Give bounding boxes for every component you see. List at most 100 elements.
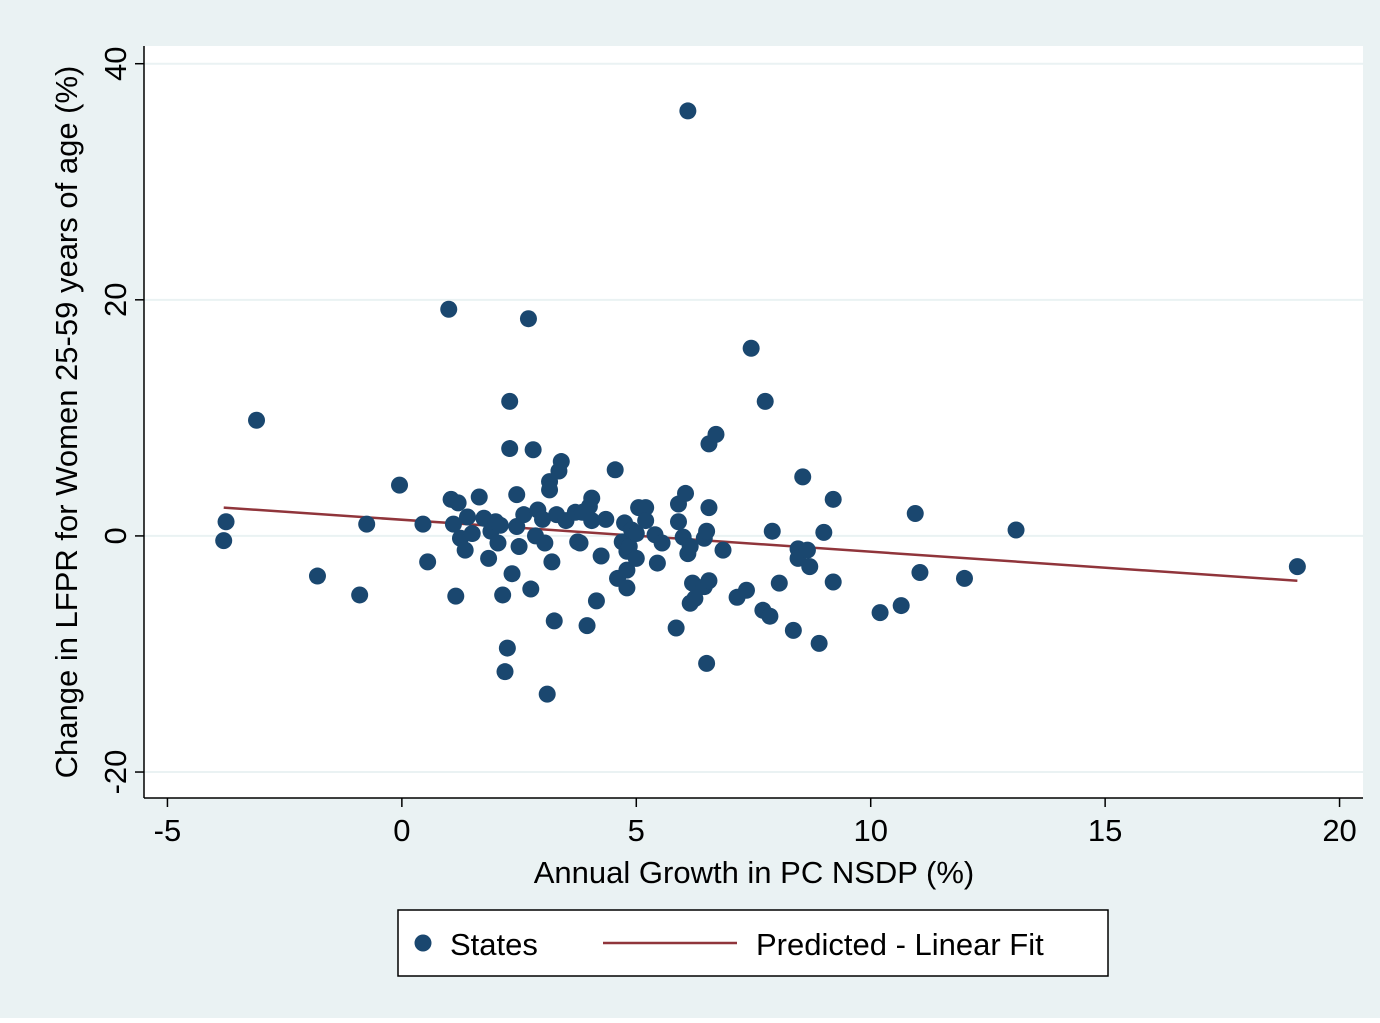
data-point-105 (763, 522, 781, 540)
x-axis-title: Annual Growth in PC NSDP (%) (534, 855, 974, 890)
y-tick-label-0: -20 (98, 750, 133, 795)
data-point-79 (667, 619, 685, 637)
data-point-115 (824, 490, 842, 508)
data-point-18 (470, 488, 488, 506)
data-point-42 (538, 685, 556, 703)
legend-label-states: States (450, 927, 538, 962)
data-point-57 (583, 512, 601, 530)
data-point-103 (756, 392, 774, 410)
data-point-100 (737, 581, 755, 599)
data-point-20 (480, 549, 498, 567)
y-tick-label-1: 0 (98, 527, 133, 544)
data-point-11 (449, 494, 467, 512)
data-point-23 (489, 534, 507, 552)
data-point-36 (522, 580, 540, 598)
x-tick-label-0: -5 (154, 813, 182, 848)
data-point-62 (606, 461, 624, 479)
data-point-37 (524, 441, 542, 459)
data-point-3 (308, 567, 326, 585)
data-point-44 (541, 481, 559, 499)
fit-line-group (223, 506, 1298, 583)
data-point-112 (801, 558, 819, 576)
data-point-68 (618, 579, 636, 597)
gridlines (144, 62, 1363, 774)
legend-marker-states (414, 934, 432, 952)
data-point-119 (906, 504, 924, 522)
data-point-46 (545, 612, 563, 630)
data-point-2 (248, 411, 266, 429)
data-point-15 (456, 541, 474, 559)
plot-background (144, 46, 1363, 798)
data-point-114 (815, 523, 833, 541)
data-point-94 (700, 572, 718, 590)
data-point-123 (1288, 558, 1306, 576)
data-point-13 (444, 515, 462, 533)
data-point-1 (217, 513, 235, 531)
x-tick-label-4: 15 (1088, 813, 1122, 848)
data-point-74 (637, 499, 655, 517)
x-tick-label-5: 20 (1322, 813, 1356, 848)
data-point-45 (543, 553, 561, 571)
data-point-58 (583, 489, 601, 507)
data-point-78 (653, 534, 671, 552)
data-point-41 (536, 534, 554, 552)
y-tick-label-3: 40 (98, 46, 133, 80)
data-point-53 (571, 534, 589, 552)
y-tick-label-2: 20 (98, 283, 133, 317)
data-point-95 (700, 499, 718, 517)
data-point-86 (681, 538, 699, 556)
x-tick-label-3: 10 (853, 813, 887, 848)
data-point-106 (770, 574, 788, 592)
data-point-118 (892, 597, 910, 615)
legend-label-fit: Predicted - Linear Fit (756, 927, 1044, 962)
legend: States Predicted - Linear Fit (397, 909, 1109, 977)
data-point-66 (618, 561, 636, 579)
data-point-35 (519, 310, 537, 328)
data-point-0 (215, 532, 233, 550)
data-point-116 (824, 573, 842, 591)
data-point-61 (597, 510, 615, 528)
x-tick-label-1: 0 (393, 813, 410, 848)
data-point-40 (534, 510, 552, 528)
data-point-24 (491, 516, 509, 534)
data-point-101 (742, 339, 760, 357)
data-point-49 (552, 453, 570, 471)
data-point-12 (447, 587, 465, 605)
data-point-34 (515, 506, 533, 524)
data-point-72 (627, 525, 645, 543)
data-point-77 (648, 554, 666, 572)
data-point-92 (698, 654, 716, 672)
data-point-97 (707, 425, 725, 443)
data-point-59 (587, 592, 605, 610)
data-point-84 (679, 102, 697, 120)
y-axis-title: Change in LFPR for Women 25-59 years of … (49, 66, 84, 779)
data-point-5 (358, 515, 376, 533)
legend-box (397, 909, 1109, 977)
data-point-17 (463, 525, 481, 543)
data-point-30 (501, 440, 519, 458)
data-point-122 (1007, 521, 1025, 539)
data-point-71 (627, 549, 645, 567)
data-point-60 (592, 547, 610, 565)
data-point-75 (637, 512, 655, 530)
data-point-98 (714, 541, 732, 559)
data-point-27 (498, 639, 516, 657)
data-point-4 (351, 586, 369, 604)
data-point-16 (459, 508, 477, 526)
data-point-25 (494, 586, 512, 604)
data-point-55 (578, 617, 596, 635)
data-point-89 (686, 589, 704, 607)
data-point-110 (794, 468, 812, 486)
scatter-points (215, 102, 1306, 703)
data-point-28 (501, 392, 519, 410)
data-point-120 (911, 564, 929, 582)
data-point-6 (391, 476, 409, 494)
data-point-26 (496, 663, 514, 681)
axes (135, 46, 1363, 807)
data-point-83 (677, 484, 695, 502)
data-point-7 (414, 515, 432, 533)
data-point-111 (798, 541, 816, 559)
tick-labels: -20 0 20 40 -5 0 5 10 15 20 (98, 46, 1357, 848)
